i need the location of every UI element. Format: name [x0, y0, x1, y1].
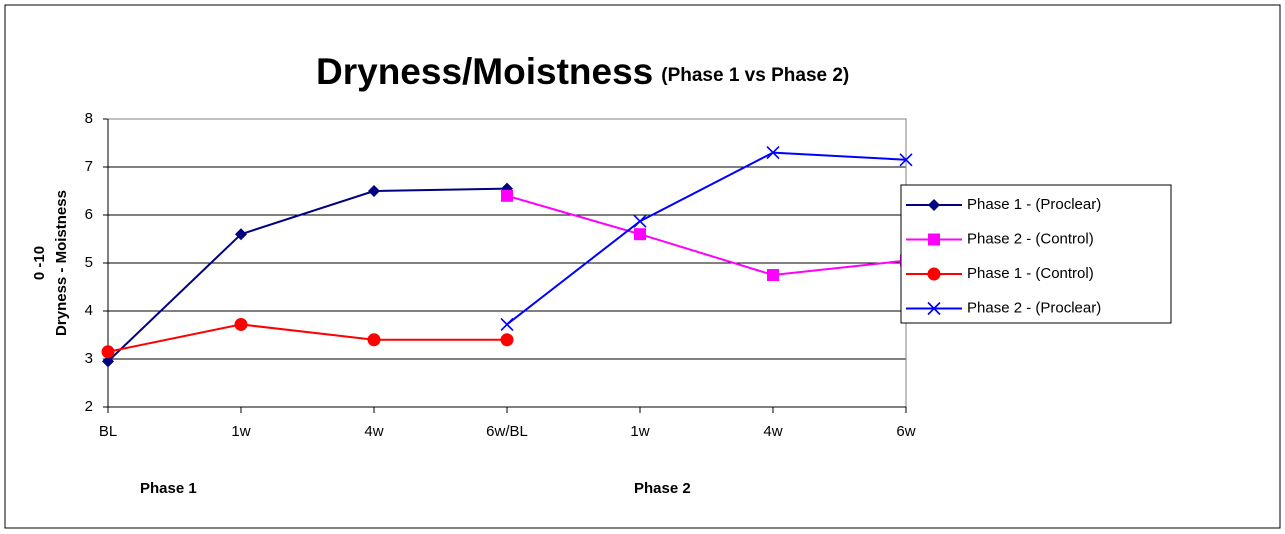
chart-title: Dryness/Moistness	[316, 51, 653, 92]
legend-label: Phase 2 - (Control)	[967, 230, 1094, 247]
y-tick-label: 6	[85, 206, 93, 223]
y-axis-label: 0 -10	[31, 246, 48, 280]
chart-subtitle: (Phase 1 vs Phase 2)	[661, 65, 849, 86]
data-point	[367, 333, 381, 347]
data-point	[767, 269, 779, 281]
legend-marker	[927, 301, 941, 316]
data-point	[235, 228, 247, 241]
data-point	[234, 317, 248, 331]
legend-label: Phase 1 - (Control)	[967, 265, 1094, 282]
x-tick-label: 1w	[231, 423, 250, 440]
series-line	[506, 194, 907, 277]
series-line	[107, 187, 508, 363]
legend-label: Phase 1 - (Proclear)	[967, 196, 1101, 213]
data-point	[766, 146, 780, 160]
data-point	[501, 189, 513, 202]
data-point	[633, 214, 647, 228]
data-point	[368, 185, 380, 197]
y-tick-label: 8	[85, 110, 93, 127]
y-tick-label: 5	[85, 254, 93, 271]
y-tick-label: 2	[85, 398, 93, 415]
legend-marker	[928, 233, 940, 246]
x-tick-label: BL	[99, 423, 117, 440]
y-tick-label: 3	[85, 350, 93, 367]
x-tick-label: 6w/BL	[486, 423, 528, 440]
data-point	[634, 228, 646, 241]
x-tick-label: 1w	[630, 423, 649, 440]
legend-marker	[927, 267, 941, 281]
series-line	[107, 323, 507, 353]
data-point	[500, 317, 514, 332]
y-tick-label: 4	[85, 302, 93, 319]
annotation: Phase 2	[634, 480, 691, 497]
data-point	[102, 355, 114, 368]
data-point	[101, 345, 115, 359]
legend-label: Phase 2 - (Proclear)	[967, 299, 1101, 316]
series-line	[506, 151, 907, 326]
legend-marker	[928, 199, 940, 211]
data-point	[899, 153, 913, 167]
y-axis-label: Dryness - Moistness	[53, 190, 70, 336]
x-tick-label: 4w	[763, 423, 782, 440]
data-point	[500, 333, 514, 347]
annotation: Phase 1	[140, 480, 197, 497]
x-tick-label: 4w	[364, 423, 383, 440]
x-tick-label: 6w	[896, 423, 915, 440]
y-tick-label: 7	[85, 158, 93, 175]
legend	[900, 184, 1172, 324]
